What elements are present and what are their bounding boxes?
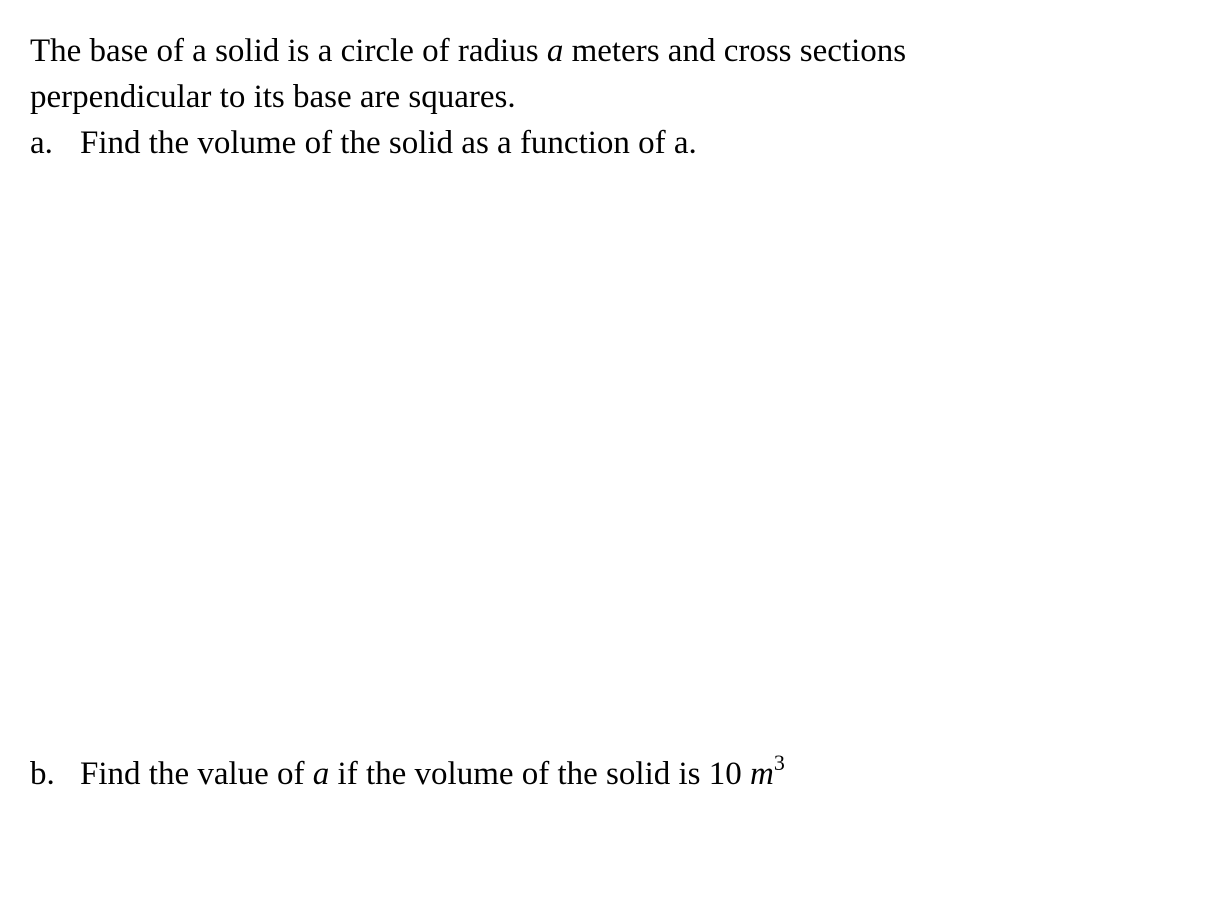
part-b-label: b. [30,751,80,797]
part-b-text-mid: if the volume of the solid is [329,756,708,792]
part-b: b.Find the value of a if the volume of t… [30,750,785,797]
part-a-text: Find the volume of the solid as a functi… [80,125,697,161]
variable-a: a [547,33,564,69]
part-b-value-exp: 3 [774,750,785,775]
part-b-text-prefix: Find the value of [80,756,313,792]
part-a: a.Find the volume of the solid as a func… [30,120,1198,166]
statement-text-1-cont: meters and cross sections [563,33,906,69]
part-b-variable: a [313,756,330,792]
problem-statement: The base of a solid is a circle of radiu… [30,28,1198,120]
part-a-label: a. [30,120,80,166]
part-b-value-unit: m [750,756,774,792]
statement-text-2: perpendicular to its base are squares. [30,79,516,115]
statement-text-1: The base of a solid is a circle of radiu… [30,33,547,69]
part-b-value-base: 10 [709,756,742,792]
